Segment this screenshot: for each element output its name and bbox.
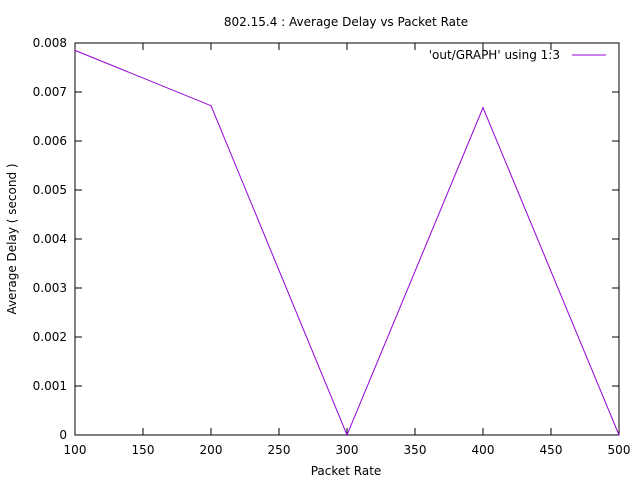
x-tick-label: 100 — [64, 443, 87, 457]
data-point — [74, 49, 76, 51]
legend-label: 'out/GRAPH' using 1:3 — [429, 48, 560, 62]
y-tick-label: 0.003 — [33, 281, 67, 295]
x-tick-label: 400 — [472, 443, 495, 457]
series-line — [74, 49, 620, 437]
y-tick-label: 0.004 — [33, 232, 67, 246]
y-tick-label: 0.001 — [33, 379, 67, 393]
x-tick-label: 300 — [336, 443, 359, 457]
chart-title: 802.15.4 : Average Delay vs Packet Rate — [224, 15, 468, 29]
x-tick-label: 350 — [404, 443, 427, 457]
y-axis-label: Average Delay ( second ) — [5, 163, 19, 314]
data-point — [482, 107, 484, 109]
y-tick-label: 0.006 — [33, 134, 67, 148]
x-tick-label: 500 — [608, 443, 631, 457]
x-axis-label: Packet Rate — [311, 464, 382, 478]
x-tick-label: 250 — [268, 443, 291, 457]
y-tick-label: 0.008 — [33, 36, 67, 50]
x-tick-label: 150 — [132, 443, 155, 457]
series-group — [74, 49, 620, 437]
y-tick-label: 0 — [59, 428, 67, 442]
x-tick-label: 450 — [540, 443, 563, 457]
legend: 'out/GRAPH' using 1:3 — [429, 48, 606, 62]
data-point — [346, 434, 348, 436]
data-point — [210, 105, 212, 107]
data-point — [618, 434, 620, 436]
y-tick-label: 0.007 — [33, 85, 67, 99]
y-tick-label: 0.002 — [33, 330, 67, 344]
y-tick-label: 0.005 — [33, 183, 67, 197]
axis-ticks: 100 150 200 250 300 350 400 450 500 0 0.001 0.002 0.… — [33, 36, 631, 457]
x-tick-label: 200 — [200, 443, 223, 457]
